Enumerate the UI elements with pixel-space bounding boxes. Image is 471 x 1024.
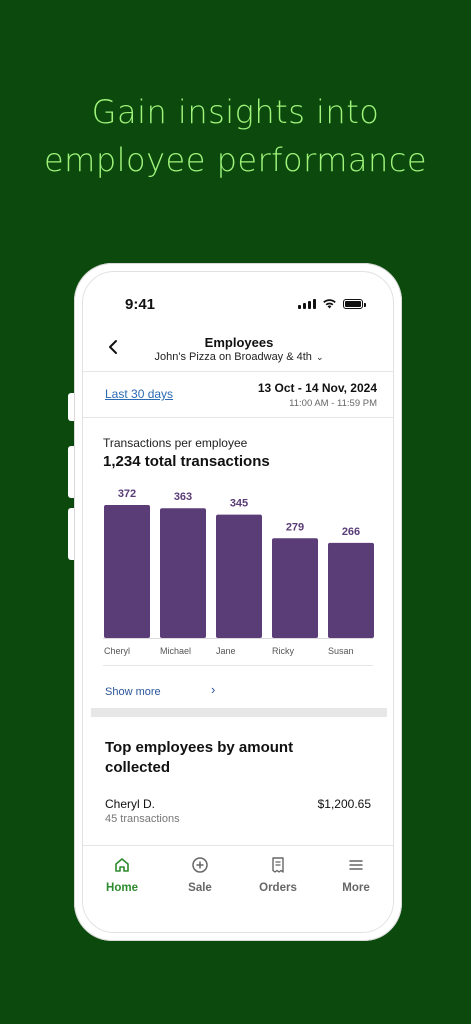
chart-divider — [103, 665, 373, 666]
transactions-bar-chart: 372 Cheryl 363 Michael 345 Jane 279 Ricky 266 Sus… — [104, 488, 374, 656]
wifi-icon — [323, 299, 336, 309]
headline: Gain insights into employee performance — [0, 88, 471, 184]
chart-baseline — [103, 638, 373, 639]
menu-icon — [317, 856, 393, 878]
back-button[interactable] — [103, 336, 125, 358]
bar-value-label: 279 — [286, 521, 304, 533]
tab-more[interactable]: More — [317, 856, 393, 894]
headline-line-2: employee performance — [43, 141, 428, 179]
bar-susan[interactable] — [328, 542, 374, 638]
date-filter-row: Last 30 days 13 Oct - 14 Nov, 2024 11:00… — [83, 372, 393, 418]
date-range-selector[interactable]: Last 30 days — [105, 387, 174, 401]
employee-amount: $1,200.65 — [317, 797, 371, 811]
tab-home-label: Home — [106, 882, 138, 894]
bar-michael[interactable] — [160, 508, 206, 638]
x-tick-label: Cheryl — [104, 646, 130, 656]
top-employees-title: Top employees by amount collected — [105, 739, 294, 776]
bar-value-label: 363 — [174, 491, 192, 503]
employee-transactions: 45 transactions — [105, 813, 180, 825]
status-time: 9:41 — [125, 296, 156, 313]
phone-volume-up-button — [68, 446, 76, 498]
x-tick-label: Ricky — [272, 646, 294, 656]
tab-home[interactable]: Home — [83, 856, 161, 894]
tab-sale-label: Sale — [188, 882, 212, 894]
chart-section-label: Transactions per employee — [103, 436, 248, 450]
location-selector[interactable]: John's Pizza on Broadway & 4th ⌄ — [83, 351, 393, 363]
phone-frame: 9:41 Employees John's — [74, 263, 402, 941]
screen-header: Employees John's Pizza on Broadway & 4th… — [83, 328, 393, 372]
home-icon — [83, 856, 161, 878]
headline-line-1: Gain insights into — [91, 93, 380, 131]
tab-orders[interactable]: Orders — [239, 856, 317, 894]
battery-icon — [343, 299, 366, 309]
x-tick-label: Susan — [328, 646, 354, 656]
x-tick-label: Jane — [216, 646, 236, 656]
phone-volume-down-button — [68, 508, 76, 560]
bar-cheryl[interactable] — [104, 505, 150, 638]
bar-value-label: 345 — [230, 498, 248, 510]
bar-value-label: 372 — [118, 488, 136, 500]
location-label: John's Pizza on Broadway & 4th — [154, 351, 312, 363]
receipt-icon — [239, 856, 317, 878]
status-icons — [298, 298, 366, 309]
date-range-text: 13 Oct - 14 Nov, 2024 — [257, 381, 377, 395]
plus-circle-icon — [161, 856, 239, 878]
total-transactions: 1,234 total transactions — [103, 453, 270, 470]
bar-value-label: 266 — [342, 526, 360, 538]
page-title: Employees — [204, 335, 274, 350]
chevron-left-icon — [109, 340, 117, 354]
bottom-tab-bar: Home Sale Orders More — [83, 845, 393, 932]
show-more-link[interactable]: Show more — [105, 686, 161, 698]
status-bar: 9:41 — [83, 272, 393, 320]
tab-orders-label: Orders — [259, 882, 297, 894]
bar-jane[interactable] — [216, 514, 262, 638]
phone-mute-switch — [68, 393, 76, 421]
chevron-right-icon[interactable]: › — [211, 682, 216, 697]
app-screen: 9:41 Employees John's — [82, 271, 394, 933]
tab-sale[interactable]: Sale — [161, 856, 239, 894]
bar-ricky[interactable] — [272, 538, 318, 638]
chevron-down-icon: ⌄ — [315, 352, 324, 362]
tab-more-label: More — [342, 882, 370, 894]
x-tick-label: Michael — [160, 646, 191, 656]
time-range-text: 11:00 AM - 11:59 PM — [289, 398, 377, 409]
employee-name: Cheryl D. — [105, 797, 156, 811]
cellular-signal-icon — [298, 298, 316, 309]
section-divider — [91, 708, 387, 717]
